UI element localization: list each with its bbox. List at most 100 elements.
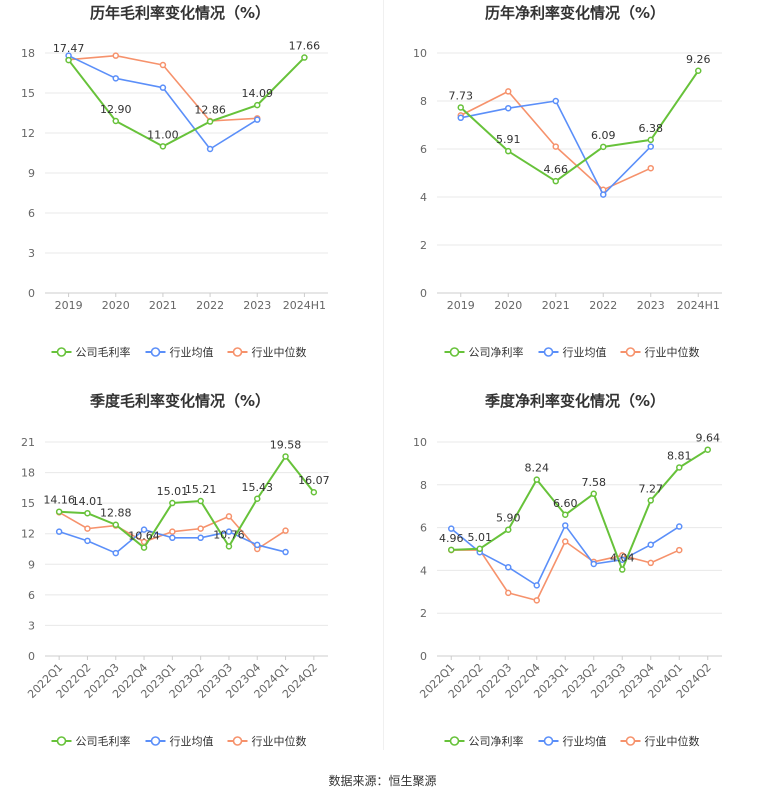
data-point-company (505, 526, 512, 533)
legend-marker (449, 736, 460, 746)
data-point-company (301, 54, 308, 61)
legend-label: 公司净利率 (469, 734, 524, 748)
data-label: 6.09 (591, 129, 616, 142)
y-tick-label: 6 (420, 522, 427, 535)
legend-marker (625, 736, 636, 746)
legend-label: 行业均值 (563, 735, 607, 748)
y-tick-label: 6 (420, 143, 427, 156)
y-tick-label: 9 (28, 167, 35, 180)
data-point-industry_avg (225, 528, 233, 535)
legend-marker (543, 347, 554, 357)
data-label: 12.86 (194, 104, 226, 117)
legend-label: 行业均值 (170, 346, 214, 359)
x-tick-label: 2022 (196, 299, 224, 312)
data-point-company (590, 490, 597, 498)
data-label: 7.27 (639, 482, 664, 495)
x-tick-label: 2021 (149, 299, 177, 312)
legend-marker (56, 736, 67, 746)
data-point-industry_avg (457, 114, 464, 122)
y-tick-label: 15 (21, 497, 35, 510)
legend-marker (625, 347, 636, 357)
data-point-company (310, 488, 318, 496)
x-tick-label: 2020 (102, 299, 130, 312)
x-tick-label: 2024H1 (283, 299, 326, 312)
data-point-company (457, 104, 464, 111)
legend-label: 行业中位数 (645, 734, 700, 748)
legend-item-industry_avg: 行业均值 (145, 346, 214, 359)
legend-item-company: 公司净利率 (444, 345, 524, 359)
legend-label: 行业均值 (563, 346, 607, 359)
data-label: 5.90 (496, 512, 521, 525)
series-line-company (460, 70, 700, 183)
legend-item-industry_median: 行业中位数 (620, 734, 700, 748)
legend-marker (150, 736, 161, 746)
data-point-industry_median (505, 589, 512, 597)
data-label: 8.24 (525, 462, 550, 475)
data-label: 14.01 (72, 495, 104, 508)
data-label: 15.21 (185, 483, 217, 496)
data-label: 4.96 (439, 532, 464, 545)
y-tick-label: 10 (413, 47, 427, 60)
legend-marker (150, 347, 161, 357)
data-point-industry_avg (647, 143, 654, 150)
data-point-industry_avg (254, 541, 261, 549)
data-point-industry_avg (562, 522, 569, 529)
chart-title: 历年毛利率变化情况（%） (90, 4, 270, 22)
legend-label: 公司毛利率 (76, 734, 131, 748)
y-tick-label: 6 (28, 207, 35, 220)
y-tick-label: 0 (28, 650, 35, 663)
data-point-company (533, 476, 540, 483)
data-point-company (647, 497, 654, 504)
legend-marker (232, 736, 243, 746)
data-point-industry_avg (647, 541, 654, 548)
series-line-company (67, 56, 306, 148)
data-point-industry_median (197, 525, 204, 532)
y-tick-label: 4 (420, 564, 427, 577)
y-tick-label: 2 (420, 239, 427, 252)
data-point-company (140, 544, 148, 551)
data-point-industry_avg (55, 528, 63, 535)
data-point-industry_avg (505, 563, 512, 571)
data-point-company (169, 499, 176, 507)
panel-divider (383, 0, 384, 750)
legend-item-industry_median: 行业中位数 (227, 734, 307, 748)
legend-marker (56, 347, 67, 357)
data-point-industry_avg (533, 582, 540, 589)
data-label: 14.09 (242, 87, 274, 100)
data-point-company (600, 143, 607, 151)
data-label: 15.43 (242, 481, 274, 494)
data-point-industry_avg (619, 556, 626, 563)
y-tick-label: 18 (21, 47, 35, 60)
chart-panel-2: 历年净利率变化情况（%） 0 2 4 6 8 10 2019 2020 2021 2022 2023 2… (413, 4, 722, 359)
data-point-industry_avg (676, 523, 683, 530)
data-point-company (159, 143, 167, 150)
data-point-company (55, 508, 63, 515)
y-tick-label: 2 (420, 607, 427, 620)
chart-title: 历年净利率变化情况（%） (485, 4, 665, 22)
y-tick-label: 3 (28, 247, 35, 260)
chart-title: 季度毛利率变化情况（%） (90, 392, 270, 410)
x-tick-label: 2019 (447, 299, 475, 312)
data-label: 16.07 (298, 474, 330, 487)
data-point-industry_median (169, 528, 176, 535)
data-point-company (695, 67, 702, 75)
y-tick-label: 9 (28, 558, 35, 571)
y-tick-label: 15 (21, 87, 35, 100)
data-point-industry_avg (505, 104, 512, 112)
data-point-company (254, 101, 261, 109)
y-tick-label: 8 (420, 479, 427, 492)
y-tick-label: 4 (420, 191, 427, 204)
legend-marker (543, 736, 554, 746)
y-tick-label: 3 (28, 619, 35, 632)
y-tick-label: 0 (28, 287, 35, 300)
legend-marker (449, 347, 460, 357)
chart-panel-3: 季度毛利率变化情况（%）0369121518212022Q12022Q22022… (21, 392, 330, 748)
data-point-industry_avg (112, 549, 119, 557)
data-source: 数据来源：恒生聚源 (328, 774, 437, 788)
data-point-industry_avg (159, 84, 167, 91)
data-point-industry_avg (552, 97, 559, 105)
data-point-industry_median (84, 525, 91, 532)
y-tick-label: 6 (28, 589, 35, 602)
data-point-company (676, 464, 683, 471)
legend-label: 行业中位数 (252, 345, 307, 359)
